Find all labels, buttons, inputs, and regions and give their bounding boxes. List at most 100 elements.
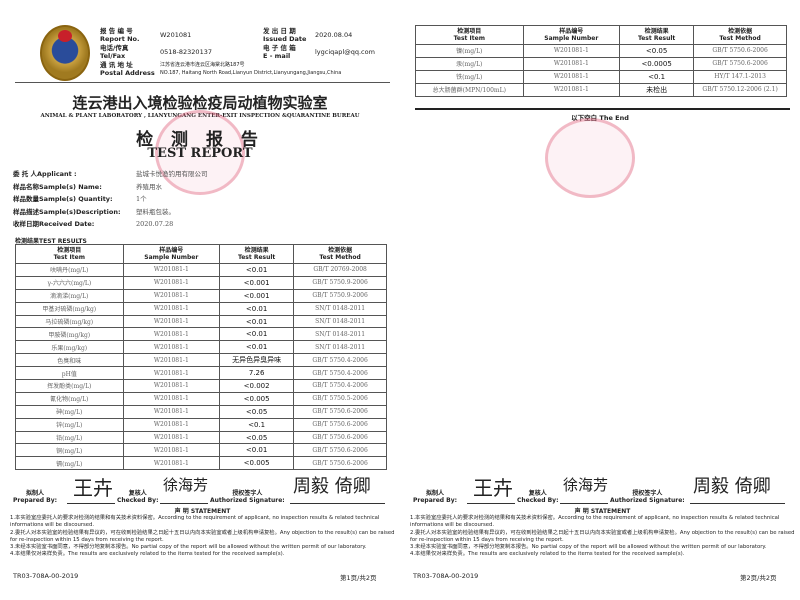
test-result: 7.26 xyxy=(219,366,295,381)
column-header: 样品编号 Sample Number xyxy=(522,25,621,45)
test-method: GB/T 5750.6-2006 xyxy=(693,44,787,58)
red-seal-stamp xyxy=(155,110,245,195)
sample-number: W201081-1 xyxy=(122,263,221,277)
test-result: <0.05 xyxy=(219,404,295,419)
sample-number: W201081-1 xyxy=(522,44,621,58)
test-item: 总大肠菌群(MPN/100mL) xyxy=(415,82,524,97)
test-method: SN/T 0148-2011 xyxy=(293,301,387,316)
test-result: 无异色异臭异味 xyxy=(219,353,295,368)
red-seal-stamp xyxy=(545,118,635,198)
results-table-continued: 检测项目 Test Item 样品编号 Sample Number 检测结果 Test R… xyxy=(415,25,787,97)
test-item: 砷(mg/L) xyxy=(15,404,124,419)
authorized-signature: 周毅 倚卿 xyxy=(693,476,771,497)
test-result: <0.0005 xyxy=(619,56,695,71)
signature-line xyxy=(560,503,608,504)
end-divider xyxy=(415,108,790,110)
sample-number: W201081-1 xyxy=(122,314,221,329)
report-page-1: 报 告 编 号 Report No. W201081 电话/传真 Tel/Fax 0… xyxy=(5,0,395,600)
sample-number: W201081-1 xyxy=(122,404,221,419)
end-label: 以下空白 The End xyxy=(571,114,629,122)
test-method: GB/T 5750.4-2006 xyxy=(293,353,387,368)
checked-by-label: 复核人 Checked By: xyxy=(117,490,159,504)
tel: 0518-82320137 xyxy=(160,48,212,56)
test-item: 锌(mg/L) xyxy=(15,417,124,432)
table-row: pH值 W201081-1 7.26 GB/T 5750.4-2006 xyxy=(15,366,387,381)
issued-date: 2020.08.04 xyxy=(315,31,353,39)
table-row: γ-六六六(mg/L) W201081-1 <0.001 GB/T 5750.9-20… xyxy=(15,275,387,290)
table-row: 砷(mg/L) W201081-1 <0.05 GB/T 5750.6-2006 xyxy=(15,404,387,419)
test-result: <0.01 xyxy=(219,327,295,342)
table-row: 甲胺磷(mg/kg) W201081-1 <0.01 SN/T 0148-2011 xyxy=(15,327,387,342)
test-method: GB/T 5750.6-2006 xyxy=(293,404,387,419)
test-result: <0.002 xyxy=(219,379,295,393)
test-result: <0.001 xyxy=(219,288,295,303)
prepared-by-signature: 王卉 xyxy=(73,476,113,500)
sample-number: W201081-1 xyxy=(122,391,221,406)
sample-number: W201081-1 xyxy=(122,456,221,471)
table-row: 汞(mg/L) W201081-1 <0.0005 GB/T 5750.6-2006 xyxy=(415,56,787,71)
test-result: <0.01 xyxy=(219,314,295,329)
test-method: SN/T 0148-2011 xyxy=(293,340,387,355)
test-result: <0.005 xyxy=(219,391,295,406)
authorized-signature-label: 授权签字人 Authorized Signature: xyxy=(210,490,285,504)
sample-quantity: 1个 xyxy=(136,195,147,204)
test-method: HY/T 147.1-2013 xyxy=(693,69,787,84)
test-method: GB/T 5750.9-2006 xyxy=(293,288,387,303)
test-item: 挥发酚类(mg/L) xyxy=(15,379,124,393)
test-method: GB/T 5750.5-2006 xyxy=(293,391,387,406)
test-method: GB/T 5750.6-2006 xyxy=(293,443,387,458)
form-number: TR03-708A-00-2019 xyxy=(13,572,79,580)
page-number: 第1页/共2页 xyxy=(340,574,377,582)
sample-number: W201081-1 xyxy=(122,288,221,303)
statement-item: 2.委托人对本实验室的检验结果有异议的，可在收到检验结果之日起十五日以内向本实验… xyxy=(410,529,795,543)
table-row: 呋喃丹(mg/L) W201081-1 <0.01 GB/T 20769-2008 xyxy=(15,263,387,277)
info-label: 委 托 人Applicant : xyxy=(13,170,77,178)
test-method: GB/T 5750.12-2006 (2.1) xyxy=(693,82,787,97)
test-item: 铜(mg/L) xyxy=(15,443,124,458)
report-no: W201081 xyxy=(160,31,192,39)
table-row: 甲基对硫磷(mg/kg) W201081-1 <0.01 SN/T 0148-2011 xyxy=(15,301,387,316)
column-header: 检测依据 Test Method xyxy=(293,244,387,264)
test-method: GB/T 20769-2008 xyxy=(293,263,387,277)
statement: 声 明 STATEMENT 1.本实验室应委托人的要求对检测的结果和有关技术资料保… xyxy=(410,508,795,558)
statement-item: 1.本实验室应委托人的要求对检测的结果和有关技术资料保密。According t… xyxy=(410,515,780,529)
test-item: 铅(mg/L) xyxy=(15,430,124,445)
sample-number: W201081-1 xyxy=(122,301,221,316)
test-result: <0.05 xyxy=(619,44,695,58)
table-row: 铅(mg/L) W201081-1 <0.05 GB/T 5750.6-2006 xyxy=(15,430,387,445)
report-no-label: 报 告 编 号 Report No. xyxy=(100,27,140,43)
statement-item: 3.未经本实验室书面同意，不得部分地复制本报告。No partial copy … xyxy=(410,544,767,551)
sample-number: W201081-1 xyxy=(522,82,621,97)
table-row: 总大肠菌群(MPN/100mL) W201081-1 未检出 GB/T 5750.12… xyxy=(415,82,787,97)
test-item: 乐果(mg/kg) xyxy=(15,340,124,355)
test-method: GB/T 5750.6-2006 xyxy=(693,56,787,71)
test-item: 甲胺磷(mg/kg) xyxy=(15,327,124,342)
column-header: 样品编号 Sample Number xyxy=(122,244,221,264)
customs-emblem-logo xyxy=(40,25,90,81)
table-row: 镍(mg/L) W201081-1 <0.05 GB/T 5750.6-2006 xyxy=(415,44,787,58)
prepared-by-signature: 王卉 xyxy=(473,476,513,500)
column-header: 检测依据 Test Method xyxy=(693,25,787,45)
sample-name: 养殖用水 xyxy=(136,182,162,191)
sample-description: 塑料瓶包装。 xyxy=(136,207,175,216)
lab-name-cn: 连云港出入境检验检疫局动植物实验室 xyxy=(72,94,328,112)
table-row: 铁(mg/L) W201081-1 <0.1 HY/T 147.1-2013 xyxy=(415,69,787,84)
table-row: 镉(mg/L) W201081-1 <0.005 GB/T 5750.6-2006 xyxy=(15,456,387,471)
sample-number: W201081-1 xyxy=(122,430,221,445)
column-header: 检测结果 Test Result xyxy=(619,25,695,45)
statement-item: 4.本结果仅对来样负责。The results are exclusively … xyxy=(410,551,685,558)
sample-number: W201081-1 xyxy=(122,327,221,342)
statement-item: 1.本实验室应委托人的要求对检测的结果和有关技术资料保密。According t… xyxy=(10,515,380,529)
test-result: <0.1 xyxy=(219,417,295,432)
statement-title: 声 明 STATEMENT xyxy=(174,508,231,515)
statement-item: 2.委托人对本实验室的检验结果有异议的，可在收到检验结果之日起十五日以内向本实验… xyxy=(10,529,395,543)
test-item: 铁(mg/L) xyxy=(415,69,524,84)
table-row: 氰化物(mg/L) W201081-1 <0.005 GB/T 5750.5-2006 xyxy=(15,391,387,406)
prepared-by-label: 拟制人 Prepared By: xyxy=(413,490,458,504)
sample-number: W201081-1 xyxy=(122,340,221,355)
test-method: SN/T 0148-2011 xyxy=(293,314,387,329)
test-result: <0.01 xyxy=(219,263,295,277)
test-result: <0.01 xyxy=(219,301,295,316)
test-result: 未检出 xyxy=(619,82,695,97)
authorized-signature: 周毅 倚卿 xyxy=(293,476,371,497)
